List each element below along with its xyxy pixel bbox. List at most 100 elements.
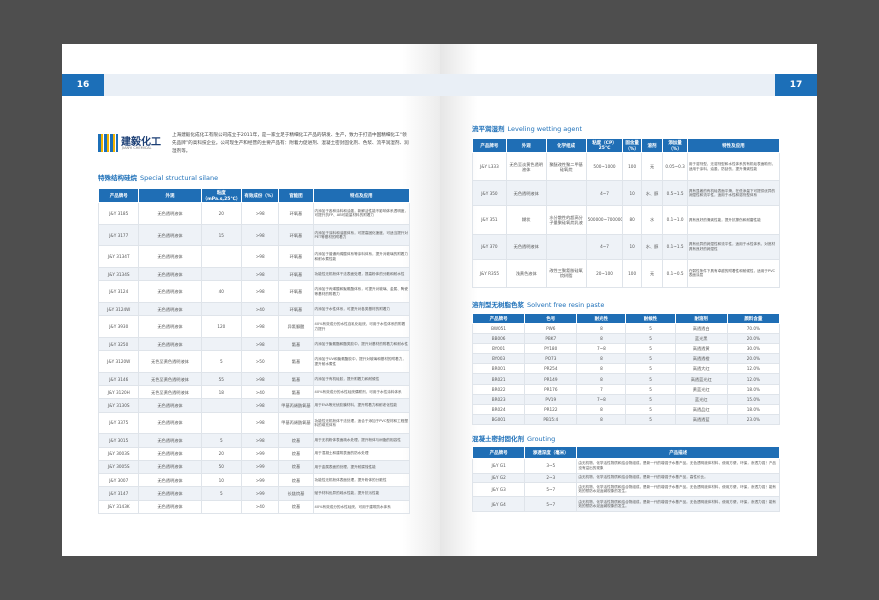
table-cell: 15.0% [726,393,781,405]
table-cell: BW051 [471,322,526,335]
section-title-en: Special structural silane [140,174,219,182]
table-cell [200,499,243,515]
table-cell: PR149 [524,373,578,385]
table-cell: 无色透明液体 [138,267,202,282]
section-title-cn: 混凝土密封固化剂 [472,435,524,443]
table-cell: 10 [200,473,243,488]
table-cell: 无色至黄色透明液体 [138,371,202,387]
table-row: J&Y 3147 无色透明液体 5 >99 长链烷基 赋予材料优异的疏水性能，提升抗污性能 [97,486,411,501]
table-cell: BR022 [471,383,526,395]
table-cell: 500000~700000 [585,205,624,235]
table-cell: J&Y 3005S [97,459,140,475]
table-row: J&Y 3124 无色透明液体 40 >98 环氧基 内添加于丙烯酸和聚氨酯体系，可提升对… [97,280,411,303]
table-cell: 环氧基 [278,267,314,282]
table-cell: 23.0% [726,413,781,426]
table-cell: 500~1000 [585,151,624,182]
table-cell: J&Y 3003S [97,446,140,461]
table-cell: 100 [622,258,642,289]
header-row: 产品牌号 渗透深度（毫米） 产品描述 [471,446,780,459]
table-cell: 7~8 [576,393,627,405]
table-row: BR001 PR254 8 5 高透大红 12.0% [471,363,781,375]
table-row: BY003 PO73 8 5 高透透橙 20.0% [471,353,781,365]
table-cell: 4~7 [585,180,624,207]
column-header: 特性及应用 [686,138,781,153]
table-cell: PR122 [524,403,578,415]
table-cell: 浅黄色液体 [505,258,547,289]
table-cell: J&Y G2 [471,472,526,483]
section-title-en: Solvent free resin paste [527,301,605,309]
table-cell: BY001 [471,343,526,355]
section-title-cn: 溶剂型无树脂色浆 [472,301,524,309]
logo: 建毅化工 JIANYI CHEMICAL [98,132,164,154]
table-cell [200,245,243,269]
table-cell: 2~3 [524,472,578,483]
table-cell: 18.0% [726,403,781,415]
table-cell: 5 [625,353,676,365]
table-cell: J&Y L333 [472,151,507,182]
table-cell: 30.0% [726,343,781,355]
table-cell: 无色透明液体 [138,202,202,225]
column-header: 添加量（%） [662,138,688,153]
table-cell: >98 [241,202,280,225]
table-cell: 10 [622,180,642,207]
table-row: J&Y 3120H 无色至黄色透明液体 18 >40 氨基 40%有效成分的水性硅烷偶联剂… [97,385,411,400]
table-cell: 12.0% [726,363,781,375]
table-cell: 无色至黄色透明液体 [138,385,202,400]
table-cell: 20~100 [585,258,624,289]
table-cell: 70.0% [726,322,781,335]
column-header: 产品描述 [576,446,780,459]
table-cell: >99 [241,473,280,488]
table-row: BR022 PR176 7 5 黄蓝光红 18.0% [471,383,781,395]
table-cell: 烷基 [278,459,314,475]
table-cell: 无色透明液体 [138,280,202,303]
table-cell: 0.1~1.5 [662,233,688,260]
table-cell: 20.0% [726,333,781,345]
column-header: 粘度（CP）25℃ [585,138,624,153]
table-cell: 8 [576,413,627,426]
table-cell: 0.1~1.0 [662,205,688,235]
table-row: J&Y 3124W 无色透明液体 >40 环氧基 内添加于水性体系，可提升对各类基材的附… [97,301,411,317]
header-row: 产品牌号 外观 粘度（mPa.s,25℃） 有效成份（%） 官能团 特点及应用 [97,188,411,203]
company-intro: 上海建毅化成化工有限公司成立于2011年，是一家立足于精细化工产品的研发、生产，… [172,133,409,154]
table-cell: >98 [241,371,280,387]
table-cell: J&Y G4 [471,496,526,512]
table-cell: 5 [625,343,676,355]
table-cell: 水 [640,205,664,235]
table-cell: 内添加于各种涂料和油墨，新解活性能不影响体系透明度，可提升抗FP、AB可能量材料… [312,202,411,225]
table-cell: 水、醇 [640,233,664,260]
table-cell: 120 [200,315,243,338]
table-cell [200,301,243,317]
table-row: BR024 PR122 8 5 高透品红 18.0% [471,403,781,415]
table-cell: 内添加于丙烯酸和聚氨酯体系，可提升对玻璃、金属、陶瓷等基材的附着力 [312,280,411,303]
table-cell: 无 [640,258,664,289]
table-cell: 高透品红 [674,403,728,415]
table-cell: 8 [576,373,627,385]
table-cell [200,336,243,352]
table-cell [200,267,243,282]
table-cell: 水、醇 [640,180,664,207]
table-cell: 12.0% [726,373,781,385]
table-cell: 高透透黄 [674,343,728,355]
table-row: J&Y 3130S 无色透明液体 >98 甲基丙烯酰氧基 用于EVA等光伏胶膜材料，提升… [97,398,411,413]
table-row: BB006 PBK7 8 5 蓝光黑 20.0% [471,333,781,345]
table-row: J&Y 3143K 无色透明液体 >40 烷基 40%有效成分的水性硅烷，可用于建筑防水… [97,499,411,515]
table-cell: 环氧基 [278,223,314,247]
table-cell: 由无机物、化学活性物质和结合物组成，是新一代的增强子水基产品。无色透明液体材料，… [576,458,780,474]
table-row: J&Y 3134T 无色透明液体 >98 环氧基 内添加于普通丙烯酸体系等涂料体系，提升… [97,245,411,269]
data-table: 产品牌号 渗透深度（毫米） 产品描述 J&Y G1 3~5 由无机物、化学活性物质和结合物… [471,446,780,512]
column-header: 颜料含量 [726,313,781,324]
column-header: 溶剂 [640,138,664,153]
column-header: 产品牌号 [97,188,140,203]
table-cell: 5 [200,433,243,448]
table-cell: >99 [241,446,280,461]
table-cell: PBK7 [524,333,578,345]
table-cell: >99 [241,486,280,501]
table-cell: 赋予材料优异的疏水性能，提升抗污性能 [312,486,411,501]
table-row: J&Y L333 无色至淡黄色透明液体 聚醚改性聚二甲基硅氧烷 500~1000 100… [472,151,781,182]
table-cell: 在弱性条件下具有卓越的附着性和耐候性，适用于PVC表面涂层 [686,258,781,289]
table-cell: 功能性无机粉体干法处理，适合于添加于PVC型材和工程塑料的填充体系 [312,411,411,435]
table-row: BR021 PR149 8 5 高透蓝光红 12.0% [471,373,781,385]
table-cell: 烷基 [278,446,314,461]
table-cell: PB15:4 [524,413,578,426]
table-cell: 由无机物、化学活性物质和结合物组成，是新一代的增强子水基产品。无色透明液体材料，… [576,496,780,512]
